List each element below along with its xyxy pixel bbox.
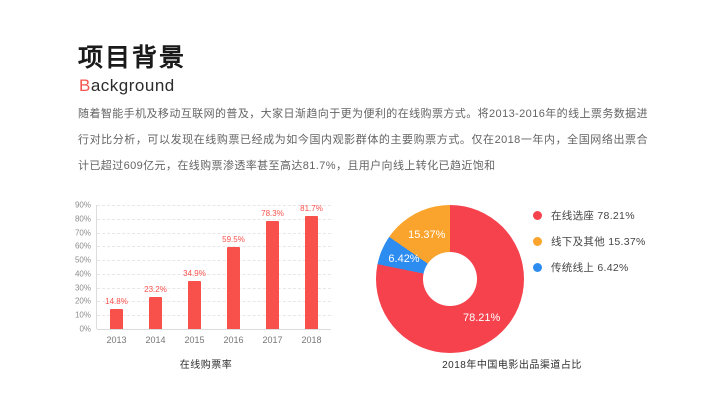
y-axis-tick-label: 60% bbox=[74, 241, 91, 251]
legend-color-dot bbox=[533, 210, 542, 220]
y-axis-tick-label: 20% bbox=[74, 296, 91, 306]
x-axis-tick-label: 2016 bbox=[223, 335, 244, 345]
gridline bbox=[97, 205, 331, 206]
legend-color-dot bbox=[533, 262, 542, 272]
bar-chart-caption: 在线购票率 bbox=[179, 360, 233, 371]
gridline bbox=[97, 301, 331, 303]
subtitle-accent-letter: B bbox=[79, 76, 91, 95]
subtitle-rest: ackground bbox=[90, 76, 175, 95]
legend-item: 在线选座 78.21% bbox=[533, 202, 646, 228]
x-axis-tick-label: 2015 bbox=[184, 335, 205, 345]
body-paragraph: 随着智能手机及移动互联网的普及，大家日渐趋向于更为便利的在线购票方式。将2013… bbox=[78, 108, 648, 172]
y-axis-tick-label: 30% bbox=[74, 283, 91, 293]
gridline bbox=[97, 273, 331, 275]
bar-value-label: 23.2% bbox=[144, 285, 167, 295]
x-axis-tick-label: 2018 bbox=[301, 335, 322, 345]
bar-2014 bbox=[149, 297, 162, 329]
legend-item: 线下及其他 15.37% bbox=[533, 228, 646, 254]
bar-2017 bbox=[266, 221, 279, 329]
bar-2016 bbox=[227, 247, 240, 329]
legend-label: 传统线上 6.42% bbox=[551, 261, 629, 274]
donut-legend: 在线选座 78.21% 线下及其他 15.37% 传统线上 6.42% bbox=[533, 202, 646, 280]
bar-value-label: 81.7% bbox=[300, 204, 323, 214]
gridline bbox=[97, 315, 331, 317]
y-axis-tick-label: 80% bbox=[74, 214, 91, 224]
bar-value-label: 34.9% bbox=[183, 268, 206, 278]
donut-hole bbox=[423, 252, 477, 306]
donut-slice-label: 15.37% bbox=[408, 228, 446, 241]
bar-value-label: 59.5% bbox=[222, 235, 245, 245]
legend-label: 线下及其他 15.37% bbox=[551, 235, 646, 248]
gridline bbox=[97, 246, 331, 248]
gridline bbox=[97, 329, 331, 330]
donut-chart-caption: 2018年中国电影出品渠道占比 bbox=[442, 360, 582, 371]
y-axis-tick-label: 40% bbox=[74, 269, 91, 279]
bar-2013 bbox=[110, 308, 123, 329]
bar-chart-plot-area: 0% 10% 20% 30% 40% 50% 60% 70% 80% 90% 14.8% 2013 23… bbox=[75, 201, 331, 345]
y-axis-tick-label: 90% bbox=[74, 200, 91, 210]
donut-slice-label: 78.21% bbox=[462, 311, 501, 324]
donut-slice-label: 6.42% bbox=[388, 253, 420, 266]
y-axis-tick-label: 50% bbox=[74, 255, 91, 265]
legend-label: 在线选座 78.21% bbox=[551, 209, 635, 222]
bar-value-label: 78.3% bbox=[261, 209, 284, 219]
x-axis-tick-label: 2014 bbox=[145, 335, 166, 345]
page-subtitle: Background bbox=[79, 76, 175, 96]
gridline bbox=[97, 218, 331, 220]
x-axis-tick-label: 2017 bbox=[262, 335, 283, 345]
bar-value-label: 14.8% bbox=[105, 296, 128, 306]
legend-item: 传统线上 6.42% bbox=[533, 254, 646, 280]
bar-2015 bbox=[188, 280, 201, 329]
y-axis-tick-label: 70% bbox=[74, 228, 91, 238]
bar-chart: 0% 10% 20% 30% 40% 50% 60% 70% 80% 90% 14.8% 2013 23… bbox=[72, 201, 334, 345]
gridline bbox=[97, 260, 331, 262]
donut-chart: 78.21% 6.42% 15.37% bbox=[376, 205, 524, 353]
page-title: 项目背景 bbox=[78, 44, 187, 72]
y-axis-tick-label: 10% bbox=[74, 310, 91, 320]
gridline bbox=[97, 232, 331, 234]
bar-2018 bbox=[305, 216, 318, 329]
x-axis-tick-label: 2013 bbox=[106, 335, 127, 345]
legend-color-dot bbox=[533, 236, 542, 246]
gridline bbox=[97, 287, 331, 289]
y-axis-tick-label: 0% bbox=[79, 324, 91, 334]
